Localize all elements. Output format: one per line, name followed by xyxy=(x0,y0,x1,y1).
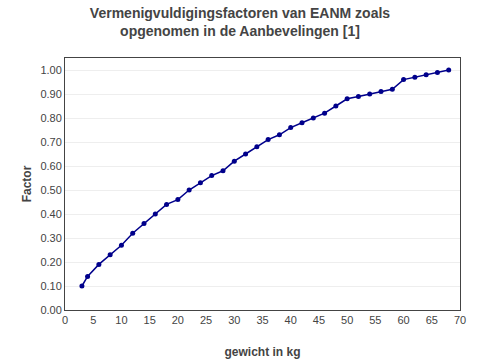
svg-text:gewicht in kg: gewicht in kg xyxy=(224,345,300,359)
svg-text:Factor: Factor xyxy=(20,165,34,202)
svg-text:1.00: 1.00 xyxy=(40,64,61,76)
svg-text:10: 10 xyxy=(115,314,127,326)
svg-text:0.70: 0.70 xyxy=(40,136,61,148)
svg-text:15: 15 xyxy=(144,314,156,326)
svg-text:25: 25 xyxy=(200,314,212,326)
svg-text:60: 60 xyxy=(397,314,409,326)
svg-text:0.50: 0.50 xyxy=(40,184,61,196)
svg-text:0: 0 xyxy=(62,314,68,326)
svg-text:Vermenigvuldigingsfactoren van: Vermenigvuldigingsfactoren van EANM zoal… xyxy=(90,5,391,39)
svg-text:0.60: 0.60 xyxy=(40,160,61,172)
svg-text:0.20: 0.20 xyxy=(40,256,61,268)
svg-text:0.40: 0.40 xyxy=(40,208,61,220)
svg-text:70: 70 xyxy=(454,314,466,326)
svg-text:45: 45 xyxy=(313,314,325,326)
svg-text:50: 50 xyxy=(341,314,353,326)
svg-text:0.10: 0.10 xyxy=(40,280,61,292)
svg-text:30: 30 xyxy=(228,314,240,326)
svg-text:40: 40 xyxy=(285,314,297,326)
svg-text:55: 55 xyxy=(369,314,381,326)
svg-text:20: 20 xyxy=(172,314,184,326)
svg-text:0.00: 0.00 xyxy=(40,304,61,316)
svg-text:65: 65 xyxy=(426,314,438,326)
svg-text:5: 5 xyxy=(90,314,96,326)
svg-text:0.90: 0.90 xyxy=(40,88,61,100)
svg-text:0.30: 0.30 xyxy=(40,232,61,244)
svg-text:0.80: 0.80 xyxy=(40,112,61,124)
svg-text:35: 35 xyxy=(256,314,268,326)
